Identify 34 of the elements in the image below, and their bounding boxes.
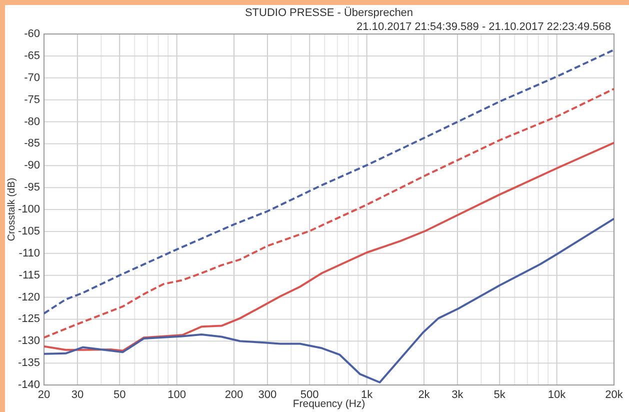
x-tick-label: 2k (418, 389, 430, 401)
y-tick-label: -95 (24, 182, 40, 194)
x-tick-label: 20 (38, 389, 50, 401)
y-tick-label: -135 (18, 357, 40, 370)
y-tick-label: -130 (18, 335, 40, 348)
y-axis-title: Crosstalk (dB) (6, 178, 18, 242)
y-tick-label: -65 (24, 50, 40, 62)
y-tick-label: -140 (18, 379, 40, 391)
y-tick-label: -125 (18, 313, 40, 326)
x-tick-label: 10k (548, 389, 566, 401)
y-tick-label: -75 (24, 94, 40, 106)
x-axis-title: Frequency (Hz) (292, 398, 366, 410)
y-tick-label: -60 (24, 28, 40, 40)
x-tick-label: 50 (113, 389, 126, 401)
x-tick-label: 100 (168, 389, 186, 401)
y-tick-label: -85 (24, 138, 40, 150)
y-tick-label: -70 (24, 72, 40, 84)
x-tick-label: 300 (258, 389, 277, 401)
y-tick-label: -90 (24, 160, 40, 172)
x-tick-label: 5k (494, 389, 506, 401)
x-tick-label: 200 (224, 389, 244, 401)
x-tick-label: 3k (452, 389, 464, 401)
y-tick-label: -110 (18, 247, 40, 260)
y-tick-label: -105 (18, 225, 40, 238)
x-tick-label: 20k (605, 389, 624, 401)
chart-subtitle: 21.10.2017 21:54:39.589 - 21.10.2017 22:23:49.568 (356, 21, 611, 33)
y-tick-label: -120 (18, 291, 40, 304)
x-tick-label: 500 (300, 389, 319, 401)
x-tick-label: 1k (360, 389, 374, 401)
y-tick-label: -100 (18, 204, 40, 216)
y-tick-label: -115 (18, 269, 40, 282)
chart-title: STUDIO PRESSE - Übersprechen (244, 6, 414, 19)
y-tick-label: -80 (24, 116, 40, 128)
x-tick-label: 30 (71, 389, 84, 401)
